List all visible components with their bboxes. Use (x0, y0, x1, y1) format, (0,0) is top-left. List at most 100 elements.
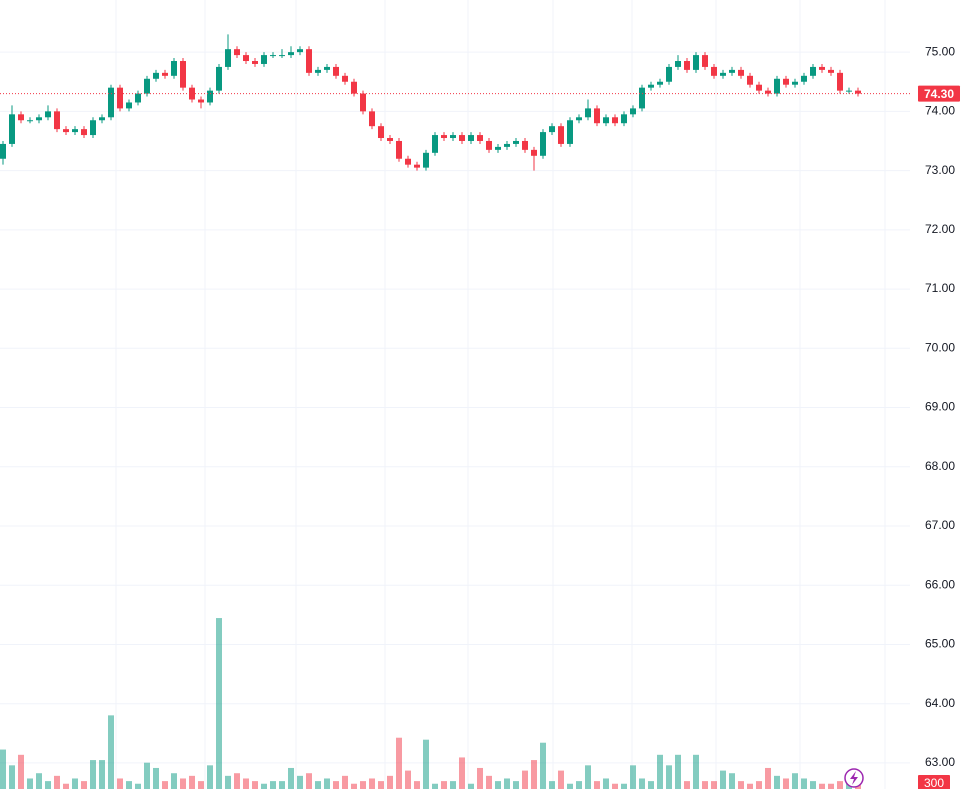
candle-body (747, 75, 753, 85)
candle-body (477, 135, 483, 141)
candle-body (135, 93, 141, 103)
candle-body (342, 75, 348, 82)
candle-body (45, 111, 51, 118)
volume-bar (801, 778, 807, 789)
candle-body (288, 52, 294, 56)
volume-bar (342, 775, 348, 789)
candle-body (378, 126, 384, 139)
candle-body (765, 90, 771, 94)
candle-body (27, 120, 33, 122)
volume-bar (198, 781, 204, 789)
volume-bar (594, 781, 600, 789)
volume-bar (828, 783, 834, 789)
candle-body (486, 140, 492, 150)
volume-bar (720, 770, 726, 789)
volume-bar (468, 783, 474, 789)
volume-bar (216, 618, 222, 789)
candle-body (576, 117, 582, 121)
volume-bar (315, 781, 321, 789)
candle-body (810, 66, 816, 76)
volume-bar (270, 781, 276, 789)
candle-body (540, 132, 546, 156)
volume-bar (549, 781, 555, 789)
volume-bar (18, 754, 24, 789)
candle-body (558, 126, 564, 144)
candle-body (531, 149, 537, 156)
candle-body (846, 90, 852, 92)
volume-bar (162, 781, 168, 789)
plot (0, 34, 910, 789)
volume-bar (54, 775, 60, 789)
candle-body (783, 78, 789, 85)
candle-body (423, 152, 429, 168)
volume-bar (36, 773, 42, 789)
last-volume-label: 300 (924, 776, 944, 789)
candle-body (9, 114, 15, 144)
candle-body (639, 87, 645, 109)
candle-body (54, 111, 60, 130)
volume-bar (306, 773, 312, 789)
volume-bar (63, 783, 69, 789)
volume-bar (558, 770, 564, 789)
candle-body (621, 114, 627, 124)
volume-bar (72, 778, 78, 789)
candle-body (396, 140, 402, 159)
volume-bar (252, 781, 258, 789)
candle-body (666, 66, 672, 82)
volume-bar (477, 767, 483, 789)
candle-body (594, 108, 600, 124)
volume-bar (351, 783, 357, 789)
volume-bar (612, 783, 618, 789)
volume-bar (288, 767, 294, 789)
candle-body (234, 49, 240, 56)
volume-bar (837, 781, 843, 789)
candle-body (801, 75, 807, 82)
y-tick-label: 68.00 (925, 459, 955, 473)
candle-body (243, 55, 249, 62)
candle-body (108, 87, 114, 118)
volume-bar (504, 778, 510, 789)
candle-body (297, 49, 303, 53)
candle-body (261, 55, 267, 64)
candle-body (468, 135, 474, 141)
volume-bar (243, 778, 249, 789)
volume-bar (756, 781, 762, 789)
candle-body (162, 72, 168, 76)
candle-body (216, 66, 222, 91)
volume-bar (783, 778, 789, 789)
volume-bar (495, 781, 501, 789)
volume-bar (405, 770, 411, 789)
volume-bar (531, 760, 537, 789)
candle-body (279, 55, 285, 57)
volume-bar (180, 778, 186, 789)
candle-body (333, 66, 339, 76)
candle-body (360, 93, 366, 112)
candle-body (351, 81, 357, 94)
candle-body (405, 158, 411, 165)
volume-bar (432, 783, 438, 789)
candle-body (855, 90, 861, 94)
y-tick-label: 70.00 (925, 340, 955, 354)
volume-bar (630, 765, 636, 789)
volume-bar (621, 783, 627, 789)
candle-body (306, 49, 312, 73)
volume-bar (153, 767, 159, 789)
candle-body (630, 108, 636, 115)
candle-body (18, 114, 24, 121)
candle-body (792, 81, 798, 85)
replay-icon[interactable] (844, 768, 864, 788)
candle-body (756, 84, 762, 91)
volume-bar (135, 783, 141, 789)
candle-body (387, 138, 393, 141)
candle-body (522, 140, 528, 150)
candle-body (441, 135, 447, 139)
volume-bar (225, 775, 231, 789)
volume-bar (675, 754, 681, 789)
candles (0, 34, 861, 171)
y-tick-label: 66.00 (925, 577, 955, 591)
volume-bar (792, 773, 798, 789)
candle-body (198, 99, 204, 103)
candle-body (144, 78, 150, 94)
volume-bar (81, 781, 87, 789)
candle-body (126, 102, 132, 109)
